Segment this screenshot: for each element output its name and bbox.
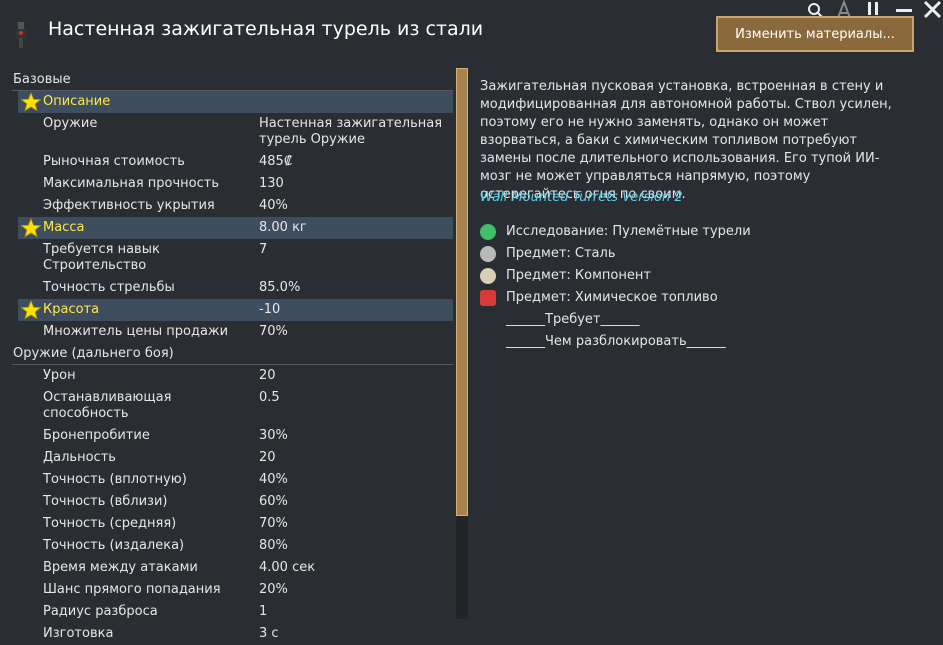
stat-row[interactable]: Эффективность укрытия 40% <box>12 195 453 217</box>
stat-label: Масса <box>43 220 85 235</box>
stat-label: Описание <box>43 94 111 109</box>
stat-row[interactable]: Точность (вплотную) 40% <box>12 469 453 491</box>
stat-row[interactable]: Радиус разброса 1 <box>12 601 453 623</box>
footer-line: ______Чем разблокировать______ <box>506 334 726 349</box>
stat-row[interactable]: Описание <box>18 91 453 113</box>
link-row[interactable]: Предмет: Химическое топливо <box>480 287 751 309</box>
stat-value: 20 <box>259 450 276 465</box>
link-row[interactable]: Предмет: Сталь <box>480 243 751 265</box>
link-icon <box>480 246 496 262</box>
stat-row[interactable]: Бронепробитие 30% <box>12 425 453 447</box>
stat-value: 0.5 <box>259 390 280 405</box>
stat-row[interactable]: Шанс прямого попадания 20% <box>12 579 453 601</box>
link-icon <box>480 224 496 240</box>
stat-row[interactable]: Точность (вблизи) 60% <box>12 491 453 513</box>
stat-row[interactable]: Дальность 20 <box>12 447 453 469</box>
link-icon <box>480 268 496 284</box>
stat-label: Эффективность укрытия <box>43 198 215 213</box>
turret-icon <box>16 22 26 48</box>
stat-row[interactable]: Требуется навык Строительство 7 <box>12 239 453 277</box>
stat-label: Дальность <box>43 450 116 465</box>
stat-row[interactable]: Рыночная стоимость 485₡ <box>12 151 453 173</box>
link-icon <box>480 290 496 306</box>
stat-row[interactable]: Масса 8.00 кг <box>18 217 453 239</box>
footer-line: ______Требует______ <box>506 312 640 327</box>
change-materials-button[interactable]: Изменить материалы... <box>716 16 914 52</box>
stat-value: 30% <box>259 428 288 443</box>
stat-row[interactable]: Точность стрельбы 85.0% <box>12 277 453 299</box>
stat-value: 7 <box>259 242 268 257</box>
stat-label: Множитель цены продажи <box>43 324 229 339</box>
stat-row[interactable]: Урон 20 <box>12 365 453 387</box>
stat-value: 8.00 кг <box>259 220 307 235</box>
stat-value: 60% <box>259 494 288 509</box>
section-header: Оружие (дальнего боя) <box>12 343 453 365</box>
star-icon <box>21 300 41 320</box>
stat-value: 20% <box>259 582 288 597</box>
stat-row[interactable]: Время между атаками 4.00 сек <box>12 557 453 579</box>
stat-label: Оружие <box>43 116 98 131</box>
window-controls[interactable] <box>803 0 943 22</box>
window-title: Настенная зажигательная турель из стали <box>48 18 484 40</box>
stat-value: 80% <box>259 538 288 553</box>
stat-value: -10 <box>259 302 281 317</box>
stat-value: 40% <box>259 472 288 487</box>
stat-label: Точность (вблизи) <box>43 494 168 509</box>
stat-row[interactable]: Множитель цены продажи 70% <box>12 321 453 343</box>
stat-row[interactable]: Максимальная прочность 130 <box>12 173 453 195</box>
stat-value: Настенная зажигательная турель Оружие <box>259 116 443 147</box>
stat-value: 70% <box>259 516 288 531</box>
stat-label: Изготовка <box>43 626 114 641</box>
stat-row[interactable]: Красота -10 <box>18 299 453 321</box>
link-row[interactable]: Предмет: Компонент <box>480 265 751 287</box>
stat-row[interactable]: Точность (средняя) 70% <box>12 513 453 535</box>
link-text: Предмет: Сталь <box>506 246 616 261</box>
stat-label: Радиус разброса <box>43 604 158 619</box>
stat-value: 4.00 сек <box>259 560 316 575</box>
stat-value: 70% <box>259 324 288 339</box>
stat-label: Точность (вплотную) <box>43 472 187 487</box>
stat-value: 20 <box>259 368 276 383</box>
star-icon <box>21 92 41 112</box>
stat-label: Шанс прямого попадания <box>43 582 221 597</box>
mod-name: Wall Mounted Turrets Version 2 <box>480 190 683 205</box>
link-text: Исследование: Пулемётные турели <box>506 224 751 239</box>
stat-value: 40% <box>259 198 288 213</box>
scrollbar-track <box>456 516 468 619</box>
link-text: Предмет: Химическое топливо <box>506 290 718 305</box>
scrollbar-thumb[interactable] <box>456 68 468 516</box>
stat-value: 3 с <box>259 626 279 641</box>
stat-label: Бронепробитие <box>43 428 150 443</box>
link-row[interactable]: Исследование: Пулемётные турели <box>480 221 751 243</box>
stats-list: Базовые Описание Оружие Настенная зажигател… <box>12 69 453 645</box>
stat-value: 1 <box>259 604 268 619</box>
stat-label: Красота <box>43 302 100 317</box>
stat-label: Точность (издалека) <box>43 538 185 553</box>
stat-label: Останавливающая способность <box>43 390 172 421</box>
links: Исследование: Пулемётные турели Предмет: … <box>480 221 751 353</box>
stat-row[interactable]: Точность (издалека) 80% <box>12 535 453 557</box>
stat-label: Требуется навык Строительство <box>43 242 160 273</box>
stat-value: 85.0% <box>259 280 301 295</box>
section-header: Базовые <box>12 69 453 91</box>
stat-row[interactable]: Изготовка 3 с <box>12 623 453 645</box>
link-text: Предмет: Компонент <box>506 268 651 283</box>
stat-row[interactable]: Останавливающая способность 0.5 <box>12 387 453 425</box>
stat-label: Рыночная стоимость <box>43 154 185 169</box>
info-card: Настенная зажигательная турель из стали … <box>12 0 943 641</box>
stat-label: Время между атаками <box>43 560 198 575</box>
stat-label: Урон <box>43 368 76 383</box>
stat-value: 485₡ <box>259 154 293 169</box>
star-icon <box>21 218 41 238</box>
description: Зажигательная пусковая установка, встрое… <box>480 79 892 202</box>
stat-label: Максимальная прочность <box>43 176 220 191</box>
stat-label: Точность стрельбы <box>43 280 175 295</box>
stat-label: Точность (средняя) <box>43 516 177 531</box>
stat-row[interactable]: Оружие Настенная зажигательная турель Ору… <box>12 113 453 151</box>
stat-value: 130 <box>259 176 284 191</box>
